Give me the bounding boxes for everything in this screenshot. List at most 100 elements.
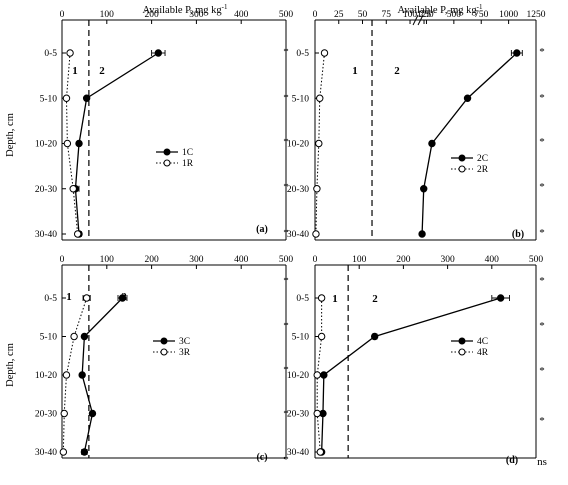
data-point-3C (80, 332, 89, 341)
data-point-1R (62, 94, 71, 102)
significance-marker: * (283, 408, 289, 420)
x-tick-label: 300 (189, 255, 204, 265)
significance-marker: * (539, 92, 545, 104)
chart-panel-4: 0 100 200 300 400 500 0-5 5-10 10-20 20-30 30-40 1 2… (287, 255, 547, 468)
x-tick-label: 500 (279, 255, 294, 265)
legend-marker-2C (458, 154, 466, 162)
data-point-4C (496, 294, 505, 302)
y-axis-title-top: Depth, cm (5, 113, 16, 157)
significance-marker: * (539, 136, 545, 148)
series-line-3C (81, 297, 123, 453)
data-point-2C (418, 230, 426, 238)
data-point-4R (317, 294, 326, 302)
data-point-4R (313, 371, 321, 379)
depth-label: 20-30 (35, 410, 57, 420)
data-point-3C (80, 448, 89, 456)
panel-letter: (b) (512, 229, 524, 240)
data-point-4R (317, 332, 326, 341)
depth-label: 5-10 (292, 94, 310, 104)
legend-label-4C: 4C (477, 337, 488, 347)
top-axis-title-right: Available P, mg kg-1 (398, 3, 483, 16)
legend-label-2R: 2R (477, 165, 489, 175)
zone-label-1: 1 (332, 293, 338, 305)
data-point-2R (313, 185, 321, 193)
legend-marker-2R (458, 165, 466, 173)
series-line-1R (65, 52, 79, 235)
data-point-2R (316, 94, 324, 102)
x-tick-label: 200 (396, 255, 411, 265)
depth-label: 0-5 (44, 294, 57, 304)
data-point-2R (312, 230, 320, 238)
data-point-4C (320, 371, 328, 379)
data-point-3R (62, 371, 71, 379)
significance-marker: * (539, 415, 545, 427)
legend-marker-4R (458, 348, 466, 356)
x-tick-label: 300 (440, 255, 455, 265)
series-line-1C (74, 52, 159, 235)
data-point-3C (118, 294, 127, 302)
significance-marker: * (283, 454, 289, 466)
data-point-3C (88, 409, 97, 418)
data-point-1R (66, 49, 74, 57)
chart-panel-1: 0 100 200 300 400 500 0-5 5-10 10-20 20-30 30-40 1 2… (35, 10, 293, 241)
significance-marker: * (539, 365, 545, 377)
depth-label: 10-20 (287, 140, 309, 150)
x-tick-label: 200 (144, 255, 159, 265)
zone-label-1: 1 (66, 291, 72, 303)
legend-label-3R: 3R (179, 348, 191, 358)
depth-label: 5-10 (40, 94, 58, 104)
y-axis-title-bottom: Depth, cm (5, 343, 16, 387)
x-tick-label: 0 (313, 10, 318, 20)
depth-label: 20-30 (287, 185, 309, 195)
significance-marker: * (539, 46, 545, 58)
x-tick-label: 100 (100, 255, 115, 265)
x-tick-label: 750 (474, 10, 489, 20)
x-tick-label: 0 (60, 255, 65, 265)
significance-marker: ns (537, 456, 547, 468)
chart-panel-3: 01002003004005000-55-1010-2020-3030-4012… (35, 255, 294, 466)
significance-marker: * (283, 320, 289, 332)
legend-marker-4C (458, 337, 466, 345)
data-point-2C (463, 94, 472, 102)
significance-marker: * (283, 275, 289, 287)
data-point-2R (320, 49, 329, 57)
zone-label-2: 2 (372, 293, 378, 305)
data-point-3R (60, 409, 68, 418)
data-point-3R (70, 332, 78, 341)
top-axis-title-left: Available P, mg kg-1 (143, 3, 228, 16)
depth-label: 30-40 (35, 448, 57, 458)
data-point-4R (313, 409, 321, 418)
zone-label-1: 1 (352, 65, 358, 77)
legend-marker-3R (160, 348, 168, 356)
significance-marker: * (283, 181, 289, 193)
x-tick-label: 0 (313, 255, 318, 265)
significance-marker: * (283, 46, 289, 58)
significance-marker: * (283, 92, 289, 104)
x-tick-label: 125 (417, 10, 432, 20)
panel-letter: (d) (506, 455, 518, 466)
data-point-1C (75, 139, 83, 148)
x-tick-label: 75 (382, 10, 392, 20)
legend-marker-3C (160, 337, 168, 345)
depth-label: 10-20 (287, 371, 309, 381)
significance-marker: * (539, 227, 545, 239)
x-tick-label: 100 (352, 255, 367, 265)
depth-label: 10-20 (35, 140, 57, 150)
x-tick-label: 50 (358, 10, 368, 20)
x-tick-label: 100 (403, 10, 418, 20)
x-tick-label: 1000 (499, 10, 518, 20)
data-point-4R (316, 448, 325, 456)
data-point-2C (420, 185, 428, 193)
legend-label-1R: 1R (182, 159, 194, 169)
x-tick-label: 500 (529, 255, 544, 265)
depth-label: 0-5 (296, 294, 309, 304)
x-tick-label: 300 (189, 10, 204, 20)
data-point-2C (428, 139, 436, 148)
x-tick-label: 400 (234, 10, 249, 20)
data-point-1C (82, 94, 91, 102)
x-tick-label: 25 (334, 10, 344, 20)
x-tick-label: 500 (447, 10, 462, 20)
x-tick-label: 1250 (527, 10, 546, 20)
